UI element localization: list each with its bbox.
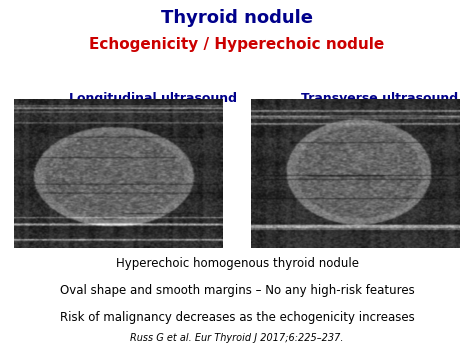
Text: Longitudinal ultrasound: Longitudinal ultrasound [69,92,237,105]
Text: Risk of malignancy decreases as the echogenicity increases: Risk of malignancy decreases as the echo… [60,311,414,324]
Text: Transverse ultrasound: Transverse ultrasound [301,92,458,105]
Text: Echogenicity / Hyperechoic nodule: Echogenicity / Hyperechoic nodule [90,37,384,52]
Text: Russ G et al. Eur Thyroid J 2017;6:225–237.: Russ G et al. Eur Thyroid J 2017;6:225–2… [130,333,344,343]
Text: Hyperechoic homogenous thyroid nodule: Hyperechoic homogenous thyroid nodule [116,257,358,271]
Text: Thyroid nodule: Thyroid nodule [161,9,313,27]
Text: Oval shape and smooth margins – No any high-risk features: Oval shape and smooth margins – No any h… [60,284,414,297]
